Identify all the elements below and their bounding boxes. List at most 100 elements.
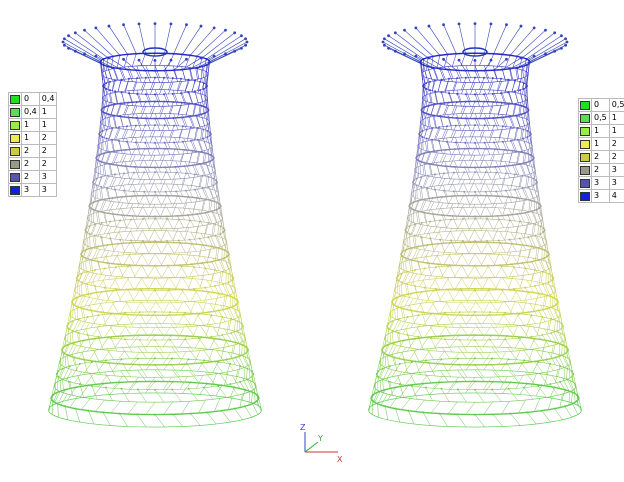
member: [465, 71, 470, 83]
member: [155, 390, 164, 402]
member: [524, 95, 526, 108]
node: [501, 265, 503, 267]
node: [164, 148, 166, 150]
node: [459, 339, 461, 341]
member: [482, 327, 489, 340]
member: [422, 237, 425, 250]
node: [446, 313, 448, 315]
member: [176, 302, 182, 315]
crown-spoke: [494, 59, 507, 70]
node: [507, 79, 509, 81]
node: [528, 176, 530, 178]
node: [474, 311, 476, 313]
node: [199, 81, 201, 83]
crown-node: [154, 22, 157, 25]
node: [522, 175, 524, 177]
node: [232, 277, 234, 279]
node: [228, 273, 230, 275]
member: [63, 353, 64, 366]
member: [534, 398, 540, 411]
member: [191, 174, 194, 185]
node: [109, 163, 111, 165]
member: [440, 240, 445, 253]
node: [519, 163, 521, 165]
member: [421, 143, 422, 154]
member: [144, 216, 150, 228]
crown-node: [213, 27, 216, 30]
member: [460, 301, 467, 312]
legend-row: 22: [9, 145, 57, 158]
member: [497, 54, 502, 66]
node: [119, 219, 121, 221]
member: [135, 242, 142, 254]
node: [505, 190, 507, 192]
node: [120, 358, 122, 360]
member: [519, 140, 523, 153]
node: [417, 200, 419, 202]
node: [256, 400, 258, 402]
member: [145, 160, 150, 172]
node: [465, 117, 467, 119]
member: [480, 172, 485, 184]
node: [108, 336, 110, 338]
node: [77, 275, 79, 277]
node: [562, 325, 564, 327]
member: [100, 153, 104, 166]
swatch-color: [10, 121, 20, 130]
member: [160, 172, 165, 184]
crown-node: [553, 31, 556, 34]
member: [400, 296, 405, 307]
member: [234, 292, 235, 305]
member: [196, 375, 203, 388]
member: [442, 348, 450, 359]
member: [475, 241, 481, 253]
member: [418, 211, 420, 224]
legend-row: 00,4: [9, 93, 57, 106]
legend-swatch: [9, 145, 22, 158]
node: [199, 151, 201, 153]
node: [78, 332, 80, 334]
node: [427, 244, 429, 246]
member: [207, 412, 216, 424]
node: [154, 241, 156, 243]
node: [218, 292, 220, 294]
node: [114, 90, 116, 92]
member: [505, 80, 508, 91]
node: [183, 165, 185, 167]
node: [129, 242, 131, 244]
member: [148, 253, 155, 265]
node: [395, 408, 397, 410]
node: [143, 171, 145, 173]
member: [140, 125, 145, 137]
member: [480, 149, 485, 161]
node: [229, 363, 231, 365]
member: [148, 265, 155, 277]
node: [211, 200, 213, 202]
node: [531, 261, 533, 263]
node: [171, 388, 173, 390]
member: [126, 301, 133, 312]
member: [155, 266, 162, 278]
member: [155, 340, 163, 352]
node: [201, 262, 203, 264]
node: [102, 136, 104, 138]
node: [400, 273, 402, 275]
member: [475, 390, 484, 402]
node: [198, 337, 200, 339]
node: [507, 214, 509, 216]
member: [560, 394, 563, 407]
node: [539, 225, 541, 227]
node: [488, 288, 490, 290]
node: [474, 216, 476, 218]
member: [233, 307, 238, 318]
member: [68, 328, 69, 341]
node: [474, 218, 476, 220]
node: [195, 115, 197, 117]
member: [91, 260, 93, 273]
crown-spoke: [209, 39, 246, 61]
member: [462, 266, 468, 278]
member: [170, 340, 178, 352]
member: [427, 301, 434, 313]
member: [532, 223, 534, 236]
member: [436, 197, 442, 209]
